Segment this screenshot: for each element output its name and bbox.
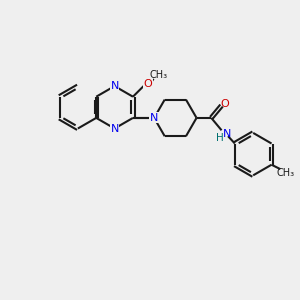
Text: CH₃: CH₃: [150, 70, 168, 80]
Text: N: N: [150, 113, 158, 123]
Text: O: O: [221, 99, 230, 109]
Text: CH₃: CH₃: [276, 168, 294, 178]
Text: O: O: [144, 79, 152, 89]
Text: N: N: [223, 129, 231, 139]
Text: N: N: [110, 81, 119, 91]
Text: H: H: [216, 133, 224, 142]
Text: N: N: [110, 124, 119, 134]
